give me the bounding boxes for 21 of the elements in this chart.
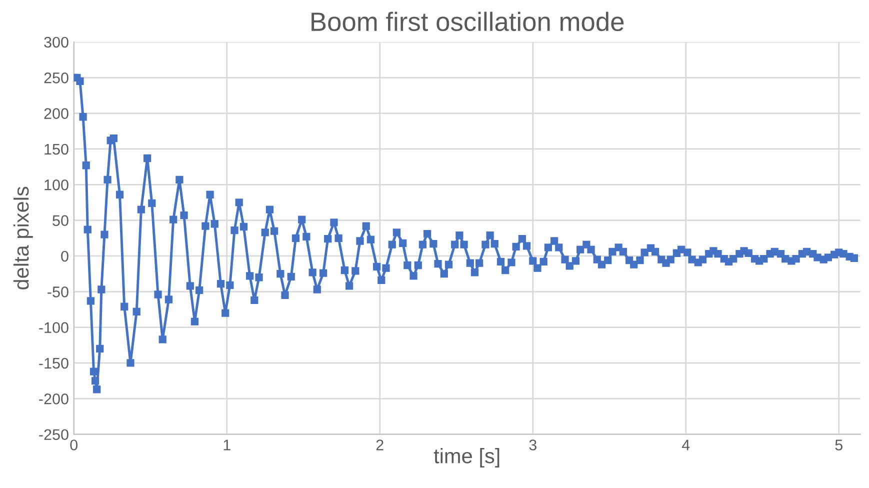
y-tick-label: -50 xyxy=(48,286,68,298)
x-tick-label: 3 xyxy=(529,440,536,450)
y-tick-label: -100 xyxy=(39,322,68,333)
y-tick-label: 200 xyxy=(44,108,68,119)
y-tick-label: 250 xyxy=(44,72,68,84)
x-tick-label: 2 xyxy=(376,440,384,450)
y-tick-label: 300 xyxy=(44,36,68,48)
x-tick-label: 0 xyxy=(70,440,78,450)
chart-title: Boom first oscillation mode xyxy=(312,12,624,32)
y-tick-label: -150 xyxy=(39,358,68,369)
x-axis-title: time [s] xyxy=(434,448,500,468)
y-tick-label: 150 xyxy=(44,144,68,155)
y-tick-label: -250 xyxy=(39,429,68,440)
y-tick-label: 0 xyxy=(61,250,68,262)
x-tick-label: 1 xyxy=(224,440,230,450)
y-axis-title: delta pixels xyxy=(13,186,33,290)
x-tick-label: 5 xyxy=(835,440,842,450)
y-tick-label: 50 xyxy=(52,215,68,226)
x-tick-label: 4 xyxy=(682,440,690,450)
y-tick-label: -200 xyxy=(39,394,68,404)
y-tick-label: 100 xyxy=(44,180,68,190)
